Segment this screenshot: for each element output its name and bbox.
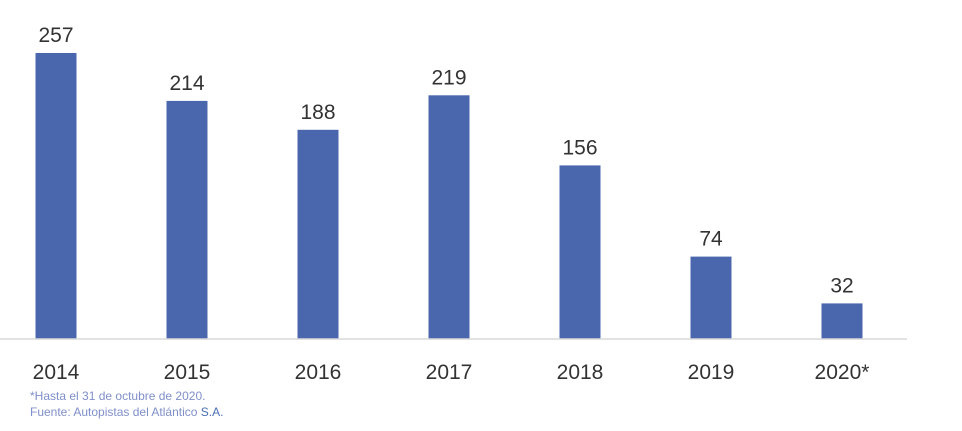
x-tick-label-2019: 2019 bbox=[688, 361, 735, 384]
x-tick-label-2018: 2018 bbox=[557, 361, 604, 384]
data-label-2016: 188 bbox=[300, 101, 335, 124]
bars-group bbox=[35, 53, 863, 340]
bar-2018 bbox=[559, 165, 601, 339]
bar-2020 bbox=[821, 303, 863, 339]
footnote: *Hasta el 31 de octubre de 2020. bbox=[30, 389, 206, 403]
source-suffix: S.A. bbox=[200, 405, 224, 419]
x-tick-label-2015: 2015 bbox=[164, 361, 211, 384]
data-labels-group: 257 214 188 219 156 74 32 bbox=[38, 24, 853, 297]
data-label-2018: 156 bbox=[562, 136, 597, 159]
data-label-2019: 74 bbox=[699, 228, 723, 251]
bar-2014 bbox=[35, 53, 77, 339]
x-tick-label-2017: 2017 bbox=[426, 361, 473, 384]
bar-2015 bbox=[166, 100, 208, 340]
data-label-2017: 219 bbox=[431, 66, 466, 89]
data-label-2014: 257 bbox=[38, 24, 73, 47]
bar-2019 bbox=[690, 256, 732, 339]
chart-notes: *Hasta el 31 de octubre de 2020. Fuente:… bbox=[30, 388, 223, 420]
bar-2017 bbox=[428, 95, 470, 339]
x-tick-label-2020: 2020* bbox=[815, 361, 870, 384]
source-prefix: Fuente: Autopistas del Atlántico bbox=[30, 405, 201, 419]
x-tick-label-2014: 2014 bbox=[33, 361, 80, 384]
source-note: Fuente: Autopistas del Atlántico S.A. bbox=[30, 404, 223, 420]
bar-2016 bbox=[297, 129, 339, 339]
data-label-2020: 32 bbox=[830, 274, 853, 297]
x-tick-labels-group: 2014 2015 2016 2017 2018 2019 2020* bbox=[33, 361, 870, 384]
data-label-2015: 214 bbox=[169, 72, 204, 95]
x-tick-label-2016: 2016 bbox=[295, 361, 342, 384]
